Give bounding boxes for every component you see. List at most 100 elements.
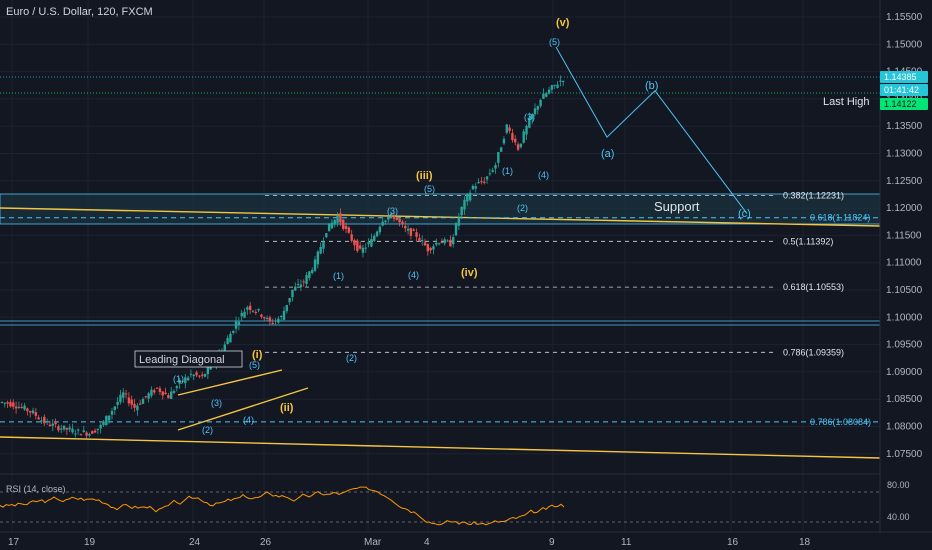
candle-body xyxy=(542,93,545,99)
candle-body xyxy=(460,206,463,216)
leading-diagonal-box xyxy=(134,350,243,368)
candle-body xyxy=(539,99,542,107)
candle-body xyxy=(57,426,60,431)
time-axis-bg xyxy=(0,532,932,550)
candle-body xyxy=(43,416,46,424)
wave-label-iii: (iii) xyxy=(416,170,433,182)
wave-label-3-top: (3) xyxy=(524,112,535,122)
candle-body xyxy=(91,431,94,434)
candle-body xyxy=(296,283,300,285)
candle-body xyxy=(502,138,506,144)
time-tick: 19 xyxy=(84,537,96,548)
candle-body xyxy=(412,229,415,231)
candle-body xyxy=(497,152,500,163)
candle-body xyxy=(257,308,260,311)
candle-body xyxy=(34,412,38,416)
candle-body xyxy=(350,234,353,241)
diagonal-upper-line xyxy=(177,369,283,396)
candle-body xyxy=(96,428,100,430)
candle-body xyxy=(474,186,477,189)
candle-body xyxy=(505,124,508,133)
wave-label-1-low: (1) xyxy=(173,374,184,384)
fib-levels xyxy=(0,195,880,423)
wave-label-i: (i) xyxy=(252,349,263,361)
candle-body xyxy=(381,221,384,226)
candle-body xyxy=(62,425,66,430)
candle-body xyxy=(367,241,370,245)
candle-body xyxy=(353,240,356,246)
candles xyxy=(0,75,565,439)
price-tick: 1.15000 xyxy=(886,39,923,50)
fib-label: 0.618(1.10553) xyxy=(783,282,844,292)
candle-body xyxy=(23,405,26,410)
candle-body xyxy=(198,375,201,377)
support-zone xyxy=(0,193,881,225)
candle-body xyxy=(31,410,35,414)
candle-body xyxy=(480,181,483,183)
candle-body xyxy=(175,386,179,389)
candle-body xyxy=(105,415,108,426)
candle-body xyxy=(240,312,243,317)
candle-body xyxy=(370,238,373,247)
candle-body xyxy=(409,228,413,236)
candle-body xyxy=(260,314,263,317)
candle-body xyxy=(426,244,430,252)
candle-body xyxy=(167,395,170,399)
candle-body xyxy=(443,239,446,244)
candle-body xyxy=(133,403,136,408)
wave-label-5-low: (5) xyxy=(249,360,260,370)
wave-label-1-mid: (1) xyxy=(333,271,344,281)
fib-label: 0.786(1.09359) xyxy=(783,347,844,357)
chart-title: Euro / U.S. Dollar, 120, FXCM xyxy=(6,6,153,18)
candle-body xyxy=(181,380,184,382)
candle-body xyxy=(45,421,49,423)
candle-body xyxy=(466,194,469,202)
candle-body xyxy=(268,317,272,322)
candle-body xyxy=(561,80,565,82)
candle-body xyxy=(279,316,283,318)
candle-body xyxy=(457,217,461,226)
candle-body xyxy=(288,298,291,303)
price-tick: 1.11500 xyxy=(886,230,922,241)
price-tick: 1.10500 xyxy=(886,285,923,296)
price-tick: 1.08000 xyxy=(886,422,923,433)
candle-body xyxy=(195,372,198,376)
candle-body xyxy=(251,310,255,312)
candle-body xyxy=(189,373,193,375)
candle-body xyxy=(547,89,551,94)
candle-body xyxy=(432,246,435,250)
wave-label-v: (v) xyxy=(556,17,570,29)
candle-body xyxy=(339,213,342,223)
wave-label-2-mid: (2) xyxy=(346,353,357,363)
candle-body xyxy=(477,181,480,184)
candle-body xyxy=(485,176,489,180)
candle-body xyxy=(20,406,23,408)
wave-label-c: (c) xyxy=(738,208,751,220)
candle-body xyxy=(556,84,559,88)
candle-body xyxy=(184,377,187,384)
time-axis[interactable]: 17 19 24 26 Mar 4 9 11 16 18 xyxy=(8,537,811,548)
candle-body xyxy=(423,242,427,246)
countdown-badge-text: 01:41:42 xyxy=(884,85,919,95)
price-tick: 1.15500 xyxy=(886,12,923,23)
time-tick: 17 xyxy=(8,537,20,548)
candle-body xyxy=(71,428,74,433)
candle-body xyxy=(305,275,308,284)
candle-body xyxy=(316,251,320,265)
candle-body xyxy=(389,213,393,216)
time-tick: 24 xyxy=(189,537,201,548)
candle-body xyxy=(404,226,407,229)
candle-body xyxy=(150,389,153,396)
candle-body xyxy=(248,305,252,311)
rsi-tick-80: 80.00 xyxy=(887,480,910,490)
candle-body xyxy=(387,217,390,220)
candle-body xyxy=(516,144,520,150)
time-tick: 18 xyxy=(799,537,811,548)
candle-body xyxy=(322,241,325,249)
candle-body xyxy=(468,192,472,201)
candle-body xyxy=(302,281,305,283)
candle-body xyxy=(528,117,531,128)
candle-body xyxy=(277,318,280,323)
candle-body xyxy=(325,233,328,238)
